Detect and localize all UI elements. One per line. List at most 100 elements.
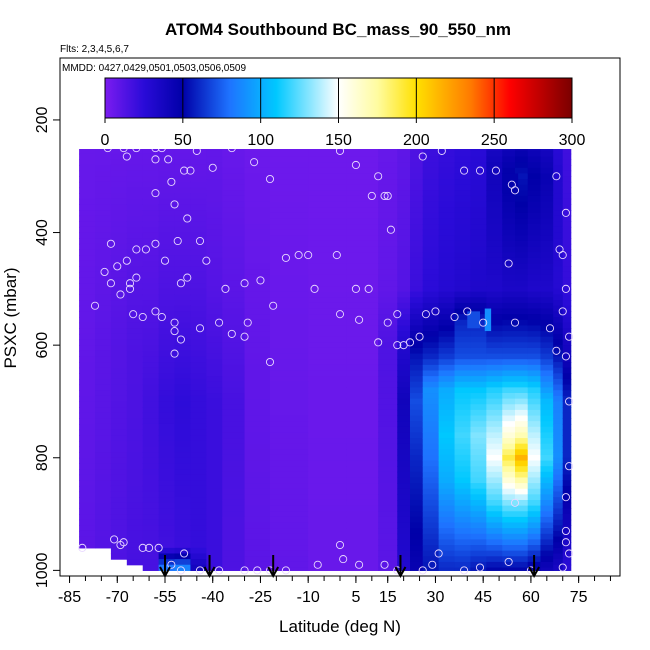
- sample-point: [565, 549, 574, 558]
- heatmap-cell: [378, 150, 398, 158]
- heatmap-cell: [527, 488, 542, 495]
- heatmap-cell: [470, 533, 487, 540]
- heatmap-cell: [540, 488, 554, 495]
- heatmap-cell: [422, 426, 440, 434]
- heatmap-cell: [397, 477, 411, 484]
- heatmap-cell: [142, 198, 160, 205]
- heatmap-cell: [410, 269, 424, 276]
- heatmap-cell: [515, 224, 529, 231]
- heatmap-cell: [422, 381, 440, 388]
- heatmap-cell: [553, 423, 564, 431]
- heatmap-cell: [190, 339, 207, 346]
- heatmap-cell: [527, 212, 542, 220]
- heatmap-cell: [142, 328, 160, 335]
- heatmap-cell: [244, 522, 271, 529]
- heatmap-cell: [553, 215, 564, 222]
- heatmap-cell: [126, 407, 144, 414]
- heatmap-cell: [378, 336, 398, 343]
- heatmap-cell: [378, 347, 398, 355]
- heatmap-cell: [190, 221, 207, 228]
- heatmap-cell: [438, 286, 456, 293]
- heatmap-cell: [206, 297, 223, 304]
- heatmap-cell: [502, 246, 516, 253]
- heatmap-cell: [79, 497, 96, 504]
- heatmap-cell: [110, 159, 128, 166]
- heatmap-cell: [562, 317, 572, 324]
- heatmap-cell: [486, 398, 503, 405]
- heatmap-cell: [142, 153, 160, 160]
- heatmap-cell: [562, 345, 572, 352]
- heatmap-cell: [270, 342, 309, 349]
- heatmap-cell: [454, 443, 472, 450]
- heatmap-cell: [346, 331, 379, 338]
- heatmap-cell: [515, 274, 529, 281]
- heatmap-cell: [470, 291, 487, 298]
- heatmap-cell: [438, 438, 456, 445]
- heatmap-cell: [515, 466, 529, 473]
- heatmap-cell: [422, 240, 440, 248]
- heatmap-cell: [206, 556, 223, 563]
- heatmap-cell: [486, 364, 503, 372]
- heatmap-cell: [79, 176, 96, 183]
- heatmap-cell: [190, 536, 207, 543]
- heatmap-cell: [515, 308, 529, 315]
- heatmap-cell: [270, 466, 309, 473]
- heatmap-cell: [562, 198, 572, 205]
- heatmap-cell: [562, 350, 572, 358]
- heatmap-cell: [95, 491, 112, 498]
- heatmap-cell: [410, 263, 424, 270]
- heatmap-cell: [206, 432, 223, 439]
- heatmap-cell: [270, 297, 309, 304]
- heatmap-cell: [346, 224, 379, 231]
- heatmap-cell: [174, 164, 192, 172]
- heatmap-cell: [244, 550, 271, 557]
- sample-point: [374, 338, 383, 347]
- heatmap-cell: [410, 561, 424, 569]
- heatmap-cell: [126, 378, 144, 386]
- heatmap-cell: [553, 266, 564, 273]
- heatmap-cell: [244, 483, 271, 490]
- heatmap-cell: [158, 277, 176, 284]
- heatmap-cell: [486, 359, 503, 366]
- heatmap-cell: [126, 339, 144, 346]
- heatmap-cell: [486, 336, 503, 343]
- heatmap-cell: [422, 342, 440, 349]
- heatmap-cell: [410, 494, 424, 501]
- heatmap-cell: [244, 545, 271, 552]
- heatmap-cell: [79, 339, 96, 346]
- heatmap-cell: [174, 480, 192, 487]
- heatmap-cell: [190, 553, 207, 560]
- heatmap-cell: [553, 469, 564, 476]
- heatmap-cell: [438, 274, 456, 281]
- heatmap-cell: [308, 353, 347, 360]
- heatmap-cell: [378, 567, 398, 571]
- heatmap-cell: [270, 438, 309, 445]
- heatmap-cell: [158, 547, 176, 555]
- heatmap-cell: [95, 345, 112, 352]
- heatmap-cell: [438, 257, 456, 265]
- heatmap-cell: [422, 325, 440, 332]
- heatmap-cell: [190, 283, 207, 290]
- heatmap-cell: [553, 429, 564, 436]
- heatmap-cell: [110, 255, 128, 262]
- heatmap-cell: [270, 246, 309, 253]
- heatmap-cell: [527, 190, 542, 197]
- heatmap-cell: [486, 150, 503, 158]
- heatmap-cell: [562, 446, 572, 453]
- heatmap-cell: [244, 195, 271, 203]
- heatmap-cell: [422, 173, 440, 180]
- heatmap-cell: [79, 232, 96, 239]
- heatmap-cell: [378, 370, 398, 377]
- heatmap-cell: [79, 418, 96, 425]
- heatmap-cell: [79, 153, 96, 160]
- heatmap-cell: [553, 530, 564, 538]
- heatmap-cell: [540, 438, 554, 445]
- heatmap-cell: [174, 277, 192, 284]
- heatmap-cell: [270, 325, 309, 332]
- heatmap-cell: [422, 528, 440, 535]
- heatmap-cell: [190, 266, 207, 273]
- heatmap-cell: [142, 412, 160, 419]
- heatmap-cell: [95, 159, 112, 166]
- heatmap-cell: [346, 167, 379, 175]
- heatmap-cell: [222, 432, 246, 439]
